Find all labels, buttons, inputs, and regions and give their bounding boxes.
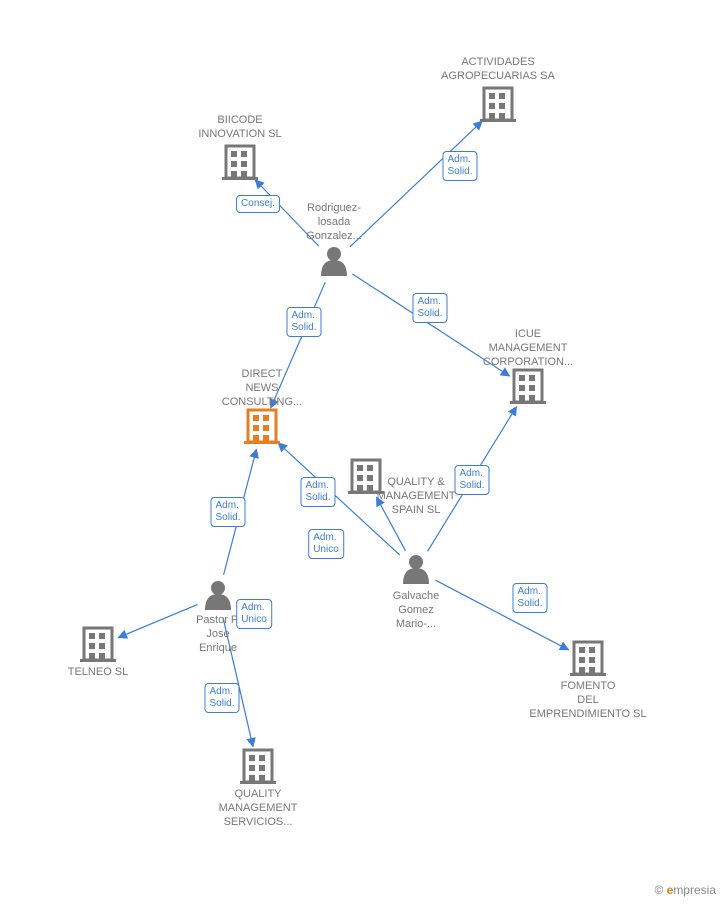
node-label-actividades: ACTIVIDADES AGROPECUARIAS SA	[441, 56, 555, 84]
person-node-galvache[interactable]	[403, 555, 429, 584]
footer: © empresia	[654, 883, 716, 897]
company-node-actividades[interactable]	[480, 88, 516, 122]
company-node-icue[interactable]	[510, 370, 546, 404]
node-label-pastor: Pastor P. Jose Enrique	[196, 614, 240, 655]
node-label-quality_sp: QUALITY & MANAGEMENT SPAIN SL	[377, 476, 456, 517]
edge-label-rodriguez-icue: Adm. Solid.	[412, 293, 447, 323]
node-label-icue: ICUE MANAGEMENT CORPORATION...	[483, 328, 573, 369]
person-node-pastor[interactable]	[205, 581, 231, 610]
edge-label-galvache-quality_sp: Adm. Unico	[308, 529, 344, 559]
company-node-fomento[interactable]	[570, 642, 606, 676]
company-node-directnews[interactable]	[244, 410, 280, 444]
company-node-quality_ms[interactable]	[240, 750, 276, 784]
edge-label-rodriguez-biicode: Consej.	[236, 195, 280, 213]
edge-label-galvache-directnews: Adm. Solid.	[300, 477, 335, 507]
network-graph	[0, 0, 728, 905]
node-label-rodriguez: Rodriguez- losada Gonzalez...	[306, 202, 362, 243]
node-label-quality_ms: QUALITY MANAGEMENT SERVICIOS...	[219, 788, 298, 829]
company-node-biicode[interactable]	[222, 146, 258, 180]
brand-rest: mpresia	[673, 883, 716, 897]
node-label-fomento: FOMENTO DEL EMPRENDIMIENTO SL	[529, 680, 646, 721]
node-label-galvache: Galvache Gomez Mario-...	[393, 590, 439, 631]
person-node-rodriguez[interactable]	[321, 247, 347, 276]
edge-label-galvache-icue: Adm. Solid.	[454, 465, 489, 495]
edge-label-pastor-telneo: Adm. Unico	[236, 599, 272, 629]
edge-label-rodriguez-directnews: Adm. Solid.	[286, 307, 321, 337]
node-label-directnews: DIRECT NEWS CONSULTING...	[222, 368, 302, 409]
company-node-telneo[interactable]	[80, 628, 116, 662]
edge-label-galvache-fomento: Adm. Solid.	[512, 583, 547, 613]
edge-label-pastor-quality_ms: Adm. Solid.	[204, 683, 239, 713]
edge-label-pastor-directnews: Adm. Solid.	[210, 497, 245, 527]
edge-label-rodriguez-actividades: Adm. Solid.	[442, 151, 477, 181]
copyright-symbol: ©	[654, 883, 663, 897]
node-label-telneo: TELNEO SL	[68, 666, 129, 680]
node-label-biicode: BIICODE INNOVATION SL	[198, 114, 281, 142]
